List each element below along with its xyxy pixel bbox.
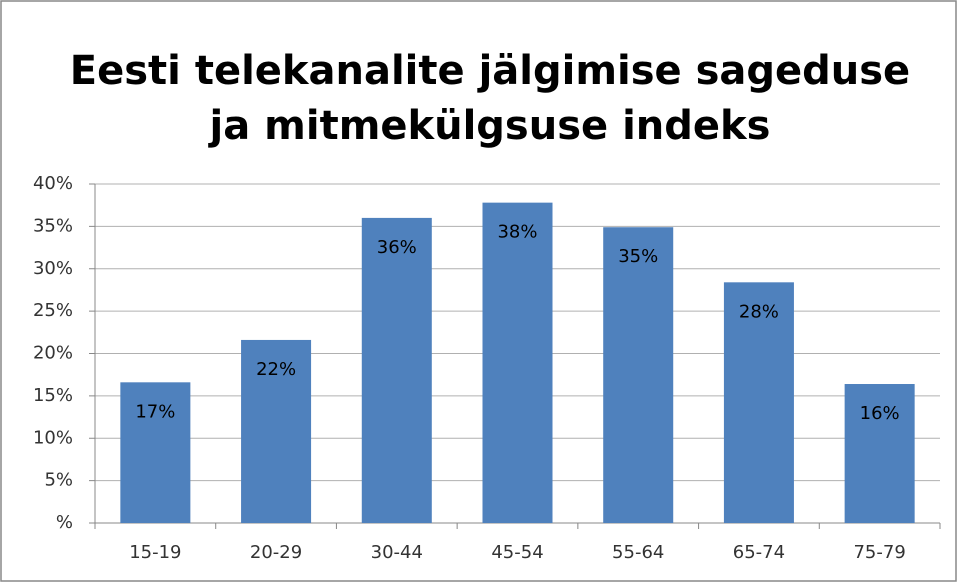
y-tick-label: 30% <box>33 258 73 279</box>
bar <box>241 339 312 523</box>
bar <box>603 227 674 523</box>
x-tick-label: 65-74 <box>733 542 785 563</box>
bar <box>844 384 915 523</box>
y-tick-label: 40% <box>33 173 73 194</box>
y-tick-label: 15% <box>33 385 73 406</box>
x-tick-label: 75-79 <box>853 542 905 563</box>
y-tick-label: 35% <box>33 215 73 236</box>
x-tick-label: 20-29 <box>250 542 302 563</box>
y-tick-label: 5% <box>44 470 73 491</box>
y-tick-label: 25% <box>33 300 73 321</box>
x-tick-label: 15-19 <box>129 542 181 563</box>
data-label: 38% <box>497 222 537 243</box>
data-label: 22% <box>256 359 296 380</box>
y-tick-label: % <box>56 512 73 533</box>
chart-title: ja mitmekülgsuse indeks <box>208 103 771 149</box>
data-label: 16% <box>860 403 900 424</box>
bar <box>482 202 553 523</box>
data-label: 35% <box>618 246 658 267</box>
x-tick-label: 45-54 <box>491 542 543 563</box>
y-tick-label: 20% <box>33 343 73 364</box>
x-tick-label: 55-64 <box>612 542 664 563</box>
bar <box>361 217 432 523</box>
data-label: 36% <box>377 237 417 258</box>
data-label: 17% <box>135 401 175 422</box>
data-label: 28% <box>739 301 779 322</box>
y-tick-label: 10% <box>33 427 73 448</box>
bar <box>723 282 794 523</box>
chart-title: Eesti telekanalite jälgimise sageduse <box>70 48 910 94</box>
bar <box>120 382 191 523</box>
x-tick-label: 30-44 <box>371 542 423 563</box>
